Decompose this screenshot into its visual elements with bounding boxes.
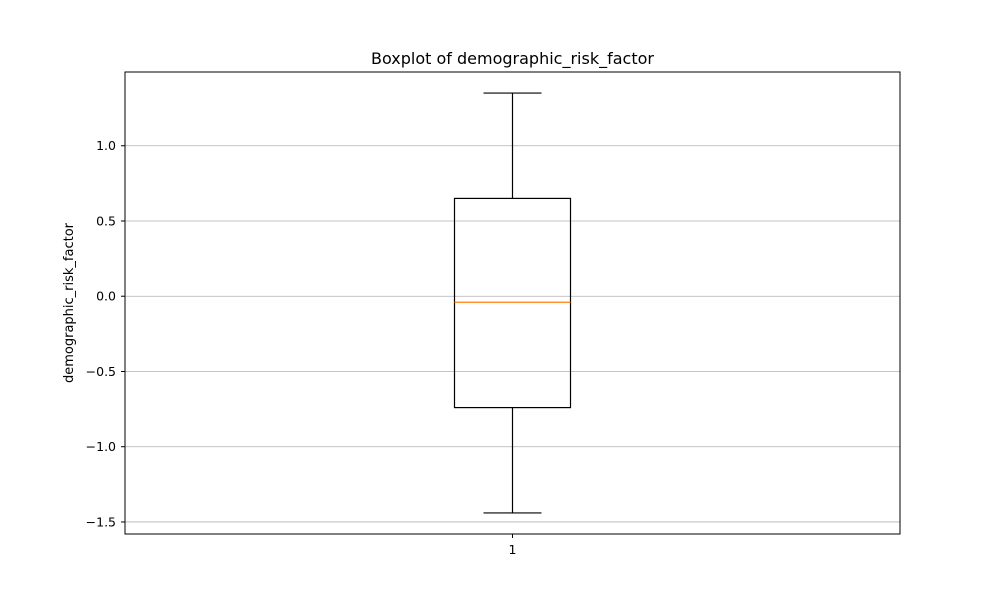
y-axis-ticks: −1.5 −1.0 −0.5 0.0 0.5 1.0 — [86, 138, 125, 529]
x-tick-label: 1 — [509, 542, 517, 557]
chart-title: Boxplot of demographic_risk_factor — [371, 49, 654, 69]
y-tick-label: 0.0 — [96, 289, 116, 304]
plot-frame — [124, 71, 901, 535]
y-axis-label: demographic_risk_factor — [62, 222, 77, 383]
y-tick-label: −0.5 — [86, 364, 116, 379]
y-tick-label: 1.0 — [96, 138, 116, 153]
y-tick-label: −1.5 — [86, 514, 116, 529]
box-group — [453, 92, 572, 514]
boxes — [453, 92, 572, 514]
x-axis-ticks: 1 — [509, 534, 517, 557]
y-tick-label: 0.5 — [96, 213, 116, 228]
box-iqr — [453, 197, 572, 409]
y-tick-label: −1.0 — [86, 439, 116, 454]
